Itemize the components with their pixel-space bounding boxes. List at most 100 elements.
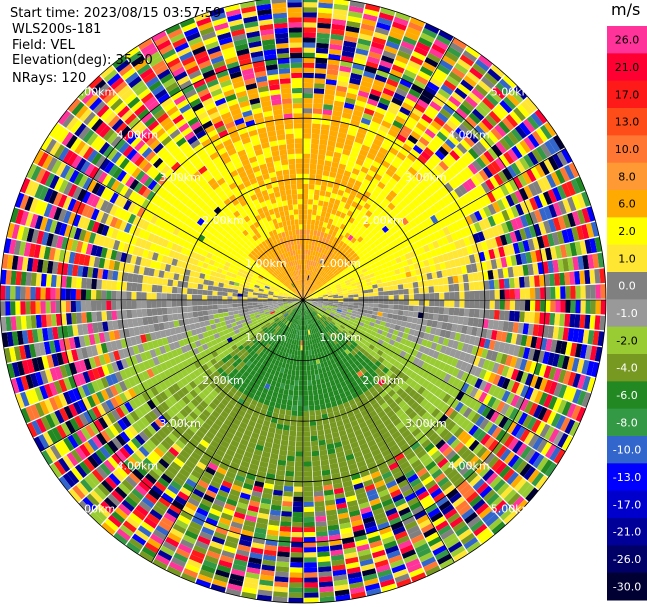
range-gate <box>487 68 502 82</box>
range-gate <box>401 187 410 196</box>
range-gate <box>303 264 305 270</box>
range-gate <box>535 300 541 312</box>
range-gate <box>314 500 325 507</box>
range-gate <box>303 481 313 487</box>
range-gate <box>363 107 375 116</box>
range-gate <box>512 322 519 334</box>
range-gate <box>303 244 306 250</box>
range-gate <box>328 53 341 61</box>
range-gate <box>353 233 361 240</box>
range-gate <box>293 354 298 361</box>
range-gate <box>326 145 335 152</box>
range-gate <box>599 268 606 284</box>
range-gate <box>479 153 491 166</box>
range-gate <box>303 446 311 452</box>
range-gate <box>420 325 427 333</box>
range-gate <box>417 70 431 81</box>
range-gate <box>482 319 489 329</box>
range-gate <box>441 322 448 330</box>
range-gate <box>401 217 409 226</box>
range-gate <box>527 238 535 251</box>
range-gate <box>574 314 581 328</box>
range-gate <box>279 531 291 537</box>
range-gate <box>448 134 460 146</box>
range-gate <box>367 288 374 293</box>
range-gate <box>433 202 443 212</box>
range-gate <box>315 273 320 279</box>
range-gate <box>413 79 426 90</box>
range-gate <box>380 7 396 17</box>
range-gate <box>550 171 561 186</box>
range-gate <box>318 439 326 446</box>
range-gate <box>329 130 338 137</box>
range-gate <box>542 191 553 205</box>
range-gate <box>303 108 313 114</box>
range-gate <box>332 303 339 306</box>
range-gate <box>478 54 493 68</box>
range-gate <box>313 297 319 299</box>
range-gate <box>339 158 348 166</box>
range-gate <box>493 279 500 290</box>
range-gate <box>406 276 413 283</box>
range-gate <box>345 281 351 286</box>
range-gate <box>420 201 430 211</box>
range-gate <box>519 201 529 214</box>
range-gate <box>373 300 379 304</box>
range-gate <box>303 355 307 361</box>
range-gate <box>347 292 354 296</box>
range-gate <box>488 279 495 290</box>
range-gate <box>318 276 324 282</box>
range-gate <box>304 567 318 573</box>
range-gate <box>317 551 330 558</box>
range-gate <box>314 399 320 406</box>
range-gate <box>560 341 568 355</box>
range-gate <box>501 117 515 131</box>
range-gate <box>306 292 311 297</box>
range-gate <box>331 208 337 215</box>
range-gate <box>552 217 562 231</box>
range-gate <box>488 309 495 320</box>
range-gate <box>468 234 476 245</box>
range-gate <box>295 461 303 467</box>
range-gate <box>377 17 393 26</box>
range-gate <box>308 300 314 301</box>
range-gate <box>400 208 409 217</box>
range-gate <box>517 173 528 187</box>
range-gate <box>391 97 403 107</box>
range-gate <box>589 238 598 253</box>
range-gate <box>362 214 370 222</box>
range-gate <box>343 102 355 110</box>
range-gate <box>490 127 503 141</box>
range-gate <box>435 92 448 104</box>
range-gate <box>279 408 286 415</box>
range-gate <box>438 209 447 219</box>
range-gate <box>320 185 327 192</box>
range-gate <box>356 131 366 140</box>
range-gate <box>491 188 501 201</box>
range-gate <box>288 389 294 396</box>
range-gate <box>490 160 502 173</box>
range-gate <box>485 114 498 127</box>
range-gate <box>328 48 342 56</box>
range-gate <box>316 32 330 39</box>
range-gate <box>509 300 516 311</box>
range-gate <box>328 298 334 300</box>
range-gate <box>410 189 419 199</box>
range-gate <box>376 129 388 138</box>
range-gate <box>501 196 511 209</box>
range-gate <box>434 292 440 300</box>
range-gate <box>392 207 401 216</box>
range-gate <box>303 471 313 477</box>
range-gate <box>293 501 303 507</box>
range-gate <box>319 398 325 405</box>
range-gate <box>333 298 339 300</box>
range-gate <box>362 161 372 170</box>
range-gate <box>308 199 314 205</box>
range-gate <box>495 103 509 117</box>
range-gate <box>281 511 292 517</box>
range-gate <box>523 136 536 151</box>
range-gate <box>493 310 500 320</box>
range-gate <box>449 300 455 308</box>
range-gate <box>376 151 386 160</box>
range-gate <box>400 40 415 51</box>
